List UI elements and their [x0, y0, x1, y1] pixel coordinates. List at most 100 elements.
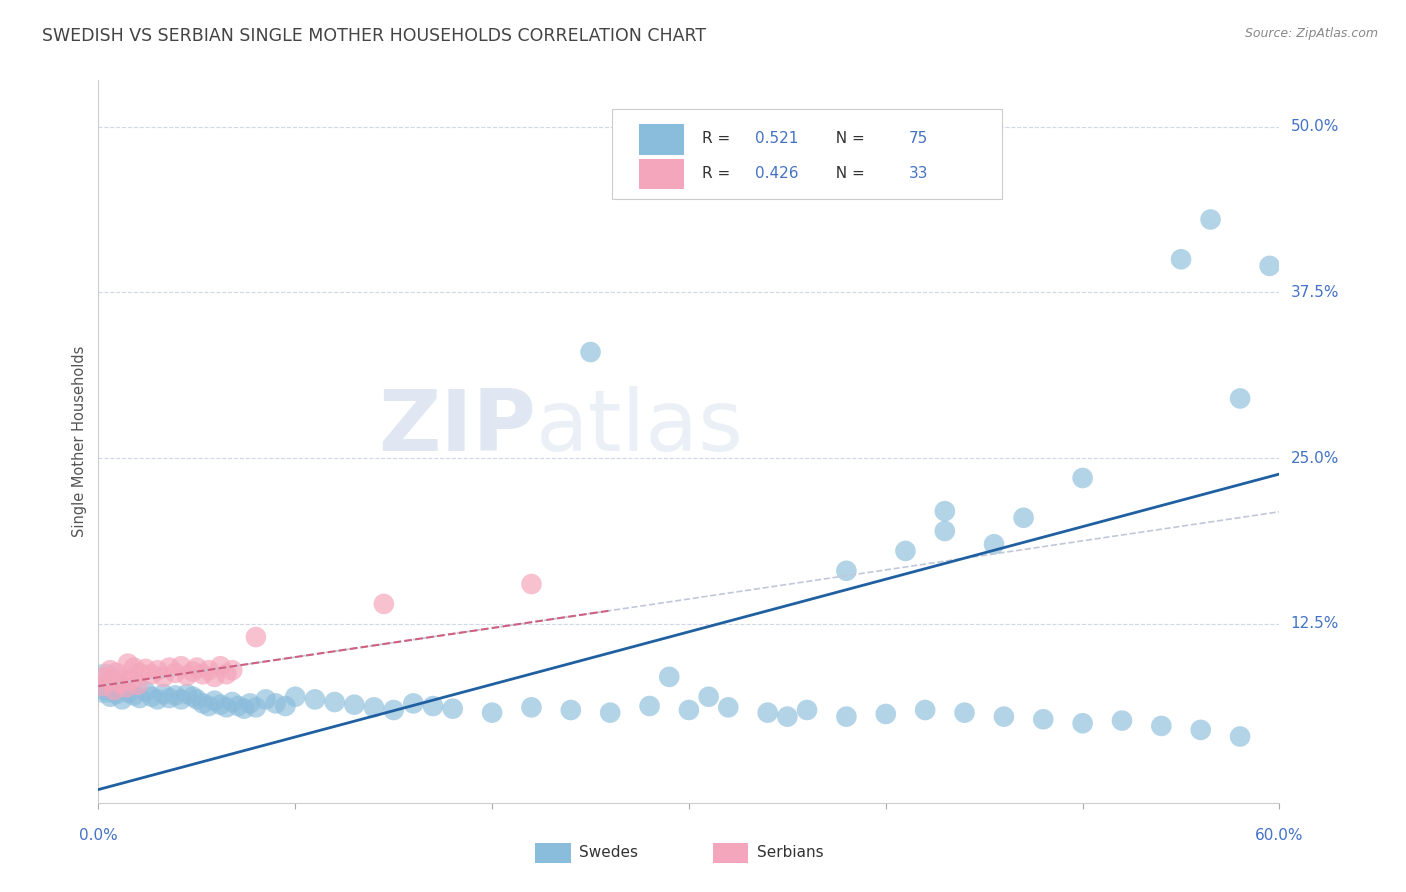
- Point: [93, 670, 115, 684]
- Point: [221, 663, 243, 677]
- Point: [181, 665, 204, 679]
- Point: [146, 663, 169, 677]
- Point: [894, 544, 917, 558]
- Point: [117, 657, 139, 671]
- Point: [1229, 392, 1251, 406]
- Point: [441, 701, 464, 715]
- Point: [983, 537, 1005, 551]
- Point: [560, 703, 582, 717]
- Text: 37.5%: 37.5%: [1291, 285, 1339, 300]
- Point: [233, 701, 256, 715]
- Text: 33: 33: [908, 166, 928, 181]
- Point: [191, 697, 214, 711]
- Point: [204, 694, 226, 708]
- Point: [165, 689, 187, 703]
- Point: [98, 663, 121, 677]
- FancyBboxPatch shape: [713, 843, 748, 863]
- Point: [226, 699, 249, 714]
- Point: [141, 690, 163, 704]
- Text: 50.0%: 50.0%: [1291, 120, 1339, 134]
- Point: [638, 699, 661, 714]
- Point: [128, 691, 150, 706]
- Point: [93, 676, 115, 690]
- Point: [141, 667, 163, 681]
- Point: [111, 673, 134, 688]
- Point: [128, 665, 150, 680]
- Point: [105, 687, 128, 701]
- Text: 0.521: 0.521: [755, 131, 799, 146]
- Text: Source: ZipAtlas.com: Source: ZipAtlas.com: [1244, 27, 1378, 40]
- Point: [122, 660, 145, 674]
- Point: [186, 692, 208, 706]
- Text: R =: R =: [702, 131, 735, 146]
- Point: [122, 689, 145, 703]
- Point: [152, 687, 174, 701]
- Point: [835, 564, 858, 578]
- FancyBboxPatch shape: [640, 124, 685, 154]
- Point: [209, 698, 232, 712]
- Point: [165, 665, 187, 680]
- Text: ZIP: ZIP: [378, 385, 536, 468]
- Text: N =: N =: [825, 166, 869, 181]
- Point: [215, 700, 238, 714]
- Point: [135, 662, 157, 676]
- Point: [245, 700, 267, 714]
- Point: [176, 687, 198, 701]
- Point: [875, 706, 897, 721]
- Point: [382, 703, 405, 717]
- Point: [98, 690, 121, 704]
- Point: [170, 659, 193, 673]
- Point: [191, 667, 214, 681]
- Text: R =: R =: [702, 166, 735, 181]
- Text: 25.0%: 25.0%: [1291, 450, 1339, 466]
- Text: N =: N =: [825, 131, 869, 146]
- Point: [835, 709, 858, 723]
- Point: [1170, 252, 1192, 267]
- Text: 60.0%: 60.0%: [1256, 828, 1303, 843]
- FancyBboxPatch shape: [536, 843, 571, 863]
- Point: [1111, 714, 1133, 728]
- Point: [157, 660, 180, 674]
- Point: [717, 700, 740, 714]
- Point: [697, 690, 720, 704]
- Point: [1071, 716, 1094, 731]
- Point: [756, 706, 779, 720]
- Text: Swedes: Swedes: [579, 845, 638, 860]
- Point: [105, 665, 128, 680]
- Point: [678, 703, 700, 717]
- Text: 12.5%: 12.5%: [1291, 616, 1339, 632]
- Point: [658, 670, 681, 684]
- Point: [111, 692, 134, 706]
- Point: [599, 706, 621, 720]
- Text: atlas: atlas: [536, 385, 744, 468]
- Point: [93, 683, 115, 698]
- Text: 75: 75: [908, 131, 928, 146]
- Point: [1189, 723, 1212, 737]
- Point: [239, 697, 262, 711]
- Point: [103, 683, 125, 698]
- Point: [181, 690, 204, 704]
- Text: SWEDISH VS SERBIAN SINGLE MOTHER HOUSEHOLDS CORRELATION CHART: SWEDISH VS SERBIAN SINGLE MOTHER HOUSEHO…: [42, 27, 706, 45]
- Point: [97, 673, 120, 688]
- Text: Serbians: Serbians: [758, 845, 824, 860]
- Point: [157, 691, 180, 706]
- Point: [402, 697, 425, 711]
- Point: [254, 692, 277, 706]
- Text: 0.0%: 0.0%: [79, 828, 118, 843]
- Point: [264, 697, 287, 711]
- Point: [108, 676, 131, 690]
- Point: [373, 597, 395, 611]
- Point: [186, 660, 208, 674]
- Point: [117, 686, 139, 700]
- Point: [245, 630, 267, 644]
- Point: [127, 678, 149, 692]
- Point: [121, 673, 143, 687]
- Point: [422, 699, 444, 714]
- Point: [152, 670, 174, 684]
- Point: [934, 504, 956, 518]
- Point: [993, 709, 1015, 723]
- Point: [796, 703, 818, 717]
- Point: [170, 692, 193, 706]
- Point: [204, 670, 226, 684]
- Point: [343, 698, 366, 712]
